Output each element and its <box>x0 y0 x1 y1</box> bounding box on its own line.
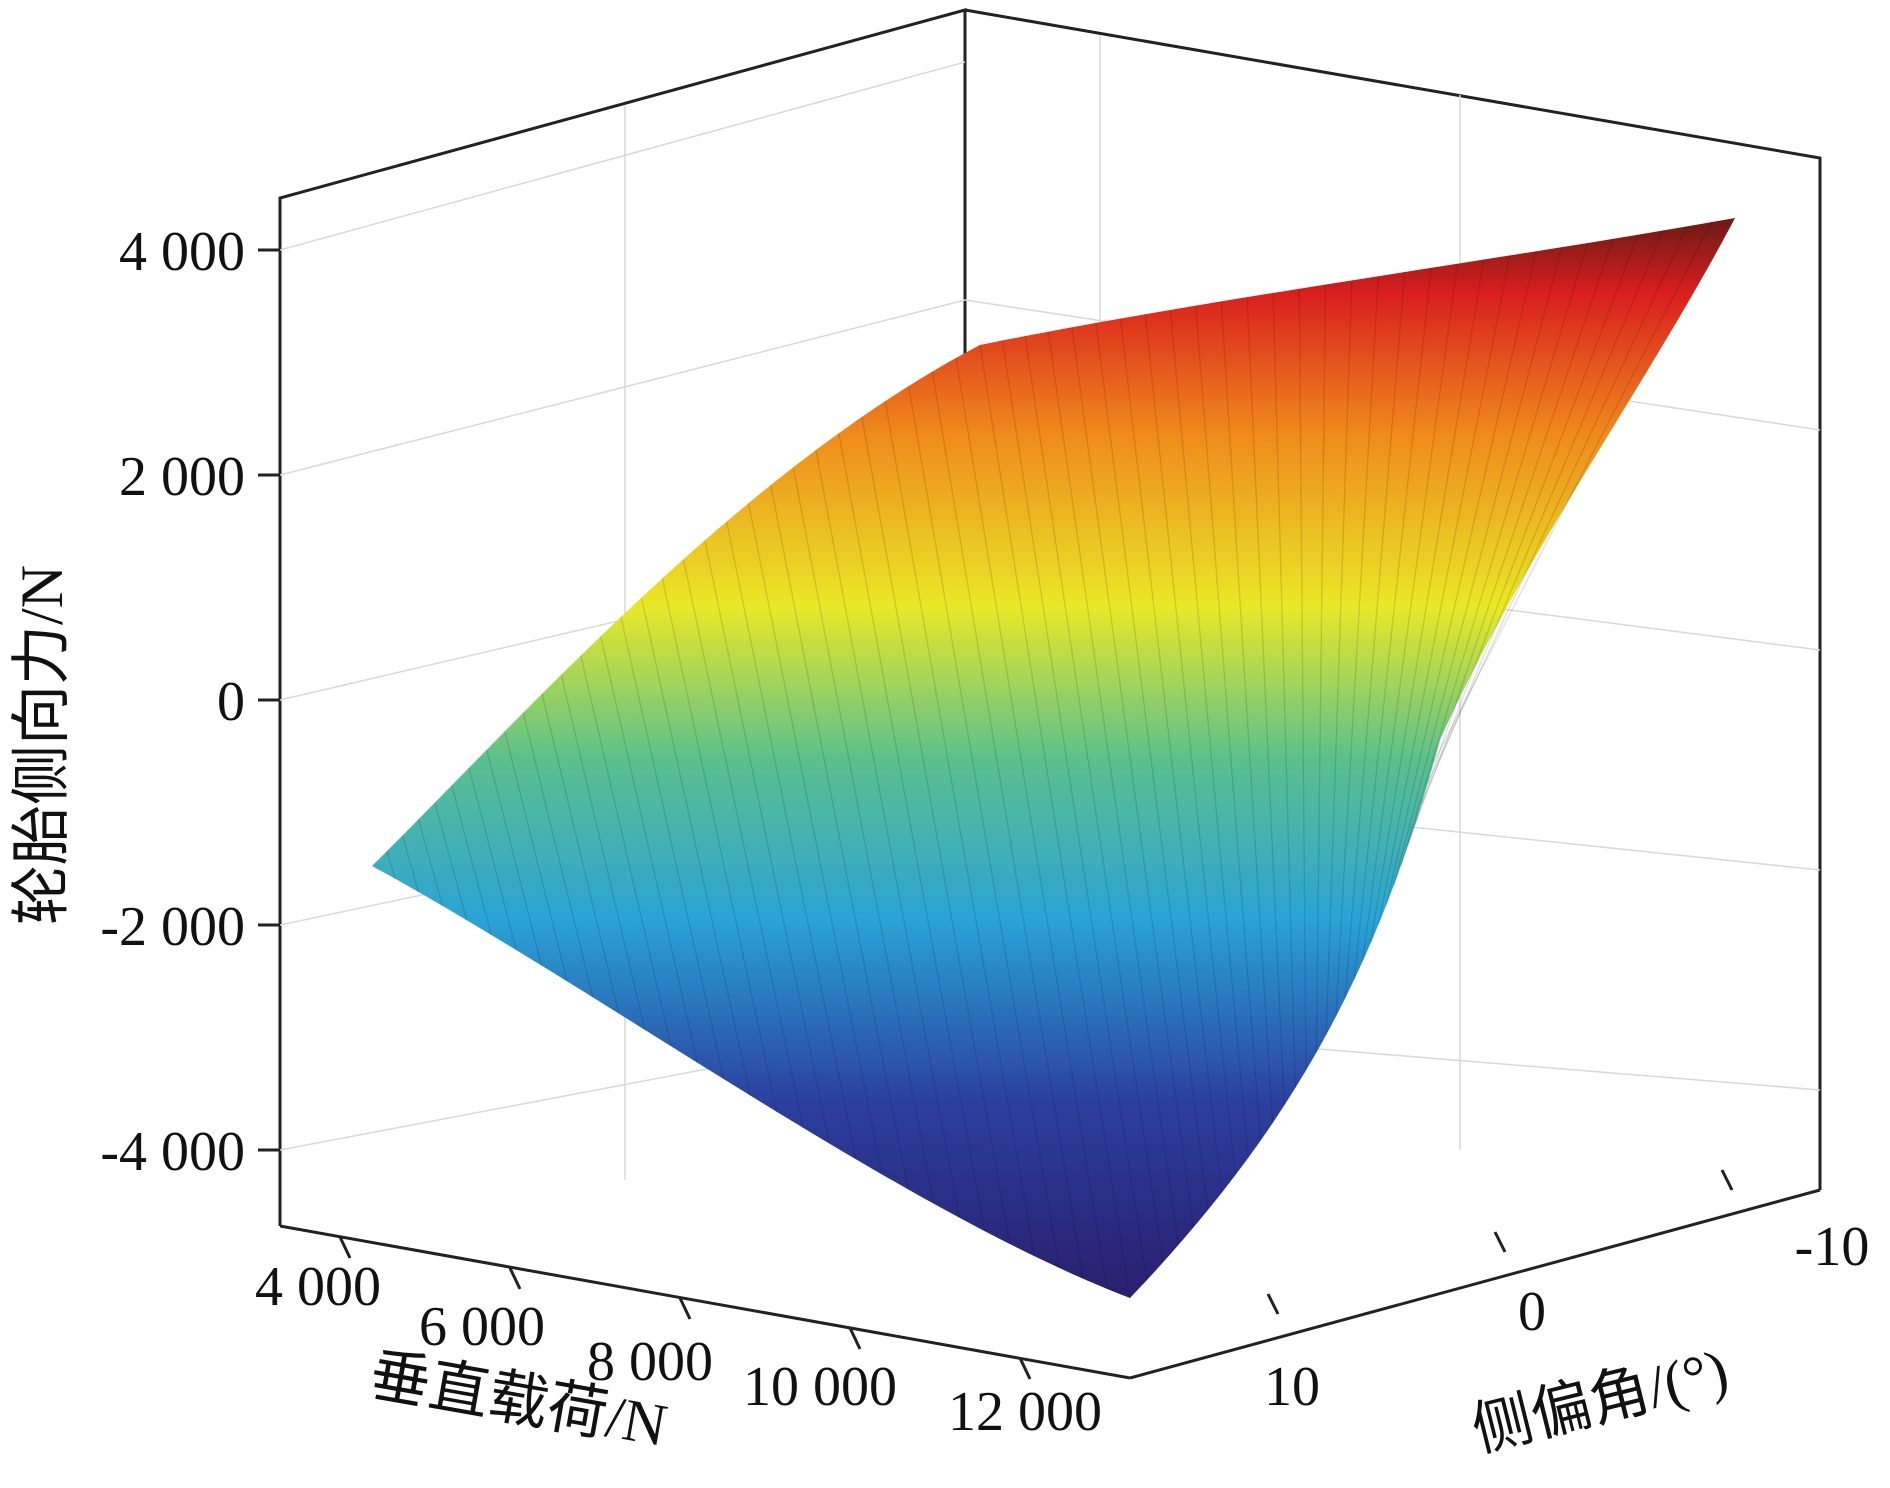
mesh-line <box>417 819 444 907</box>
mesh-line <box>1071 327 1195 1228</box>
mesh-line <box>838 433 986 1232</box>
mesh-line <box>1315 284 1327 1053</box>
mesh-line <box>1393 246 1563 886</box>
mesh-line <box>386 850 396 879</box>
mesh-line <box>1420 230 1664 805</box>
mesh-line <box>1361 263 1459 962</box>
mesh-line <box>1298 288 1307 1071</box>
mesh-line <box>931 371 1084 1279</box>
mesh-line <box>1378 255 1511 925</box>
mesh-line <box>401 835 420 893</box>
mesh-line <box>704 540 831 1144</box>
y-tick-label: 10 <box>1264 1356 1320 1418</box>
mesh-line <box>1325 280 1353 1035</box>
mesh-line <box>522 712 594 998</box>
mesh-line <box>1385 251 1537 905</box>
mesh-line <box>1272 292 1296 1089</box>
mesh-line <box>434 802 468 921</box>
mesh-line <box>1433 221 1712 763</box>
x-tick-label: 10 000 <box>743 1356 897 1418</box>
right-wall-frame <box>964 8 1822 1190</box>
y-tick-label: 0 <box>1518 1281 1546 1343</box>
mesh-line <box>907 385 1060 1268</box>
mesh-line <box>486 749 543 966</box>
x-axis: 4 000 6 000 8 000 10 000 12 000 垂直载荷/N <box>255 1236 1102 1459</box>
mesh-line <box>1407 238 1614 846</box>
mesh-line <box>640 597 751 1096</box>
floor-front-right-edge <box>1129 1188 1821 1380</box>
mesh-line <box>1414 234 1639 826</box>
mesh-line <box>861 416 1011 1245</box>
mesh-line <box>541 693 620 1014</box>
x-tick-label: 4 000 <box>255 1256 381 1318</box>
z-axis: 4 000 2 000 0 -2 000 -4 000 轮胎侧向力/N <box>9 221 280 1183</box>
mesh-line <box>661 578 778 1112</box>
z-tick-label: 4 000 <box>119 221 245 283</box>
mesh-line <box>725 521 857 1160</box>
mesh-line <box>747 503 883 1175</box>
surface-mesh <box>386 221 1712 1299</box>
mesh-line <box>620 616 725 1080</box>
mesh-line <box>1427 226 1688 784</box>
y-axis-title: 侧偏角/(°) <box>1466 1337 1735 1464</box>
x-tick-label: 8 000 <box>587 1331 713 1393</box>
floor-front-left-edge <box>279 1224 1131 1380</box>
mesh-line <box>884 401 1036 1257</box>
z-axis-title: 轮胎侧向力/N <box>9 565 75 925</box>
mesh-line <box>1344 271 1406 999</box>
mesh-line <box>792 467 935 1204</box>
mesh-line <box>1353 267 1432 981</box>
mesh-line <box>1095 322 1209 1211</box>
z-tick-label: -2 000 <box>100 896 245 958</box>
mesh-line <box>1370 259 1485 944</box>
mesh-line <box>1335 276 1379 1017</box>
mesh-line <box>979 344 1131 1299</box>
surface <box>372 218 1735 1298</box>
mesh-line <box>580 655 672 1047</box>
z-tick-label: 0 <box>217 671 245 733</box>
mesh-line <box>1220 301 1274 1124</box>
mesh-line <box>1001 340 1148 1281</box>
mesh-line <box>1194 305 1262 1141</box>
mesh-line <box>1024 335 1164 1263</box>
mesh-line <box>955 357 1108 1289</box>
mesh-line <box>451 785 493 936</box>
mesh-line <box>468 767 517 951</box>
mesh-line <box>600 636 699 1063</box>
z-tick-label: -4 000 <box>100 1121 245 1183</box>
z-tick-label: 2 000 <box>119 446 245 508</box>
mesh-line <box>1400 242 1589 866</box>
mesh-line <box>815 449 961 1218</box>
mesh-line <box>1119 318 1223 1193</box>
mesh-line <box>770 484 909 1190</box>
mesh-line <box>504 731 568 982</box>
mesh-line <box>1169 309 1249 1159</box>
mesh-line <box>560 674 646 1031</box>
x-tick-label: 12 000 <box>948 1381 1102 1443</box>
mesh-line <box>682 559 804 1128</box>
x-tick-label: 6 000 <box>419 1296 545 1358</box>
mesh-line <box>1246 297 1285 1106</box>
mesh-line <box>1047 331 1180 1246</box>
mesh-line <box>1144 314 1236 1176</box>
y-tick-label: -10 <box>1795 1216 1870 1278</box>
